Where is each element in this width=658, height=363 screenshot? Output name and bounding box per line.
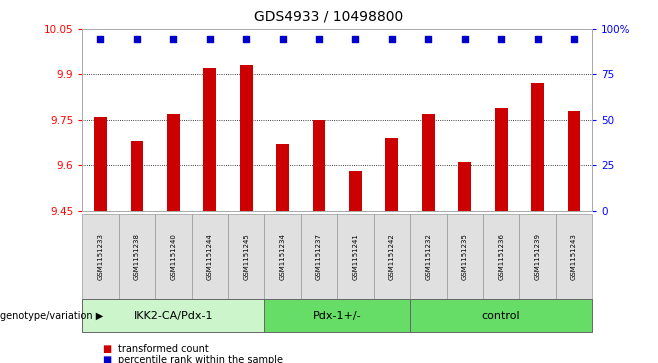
Text: control: control <box>482 311 520 321</box>
Text: ■: ■ <box>102 344 111 354</box>
Text: IKK2-CA/Pdx-1: IKK2-CA/Pdx-1 <box>134 311 213 321</box>
Point <box>496 36 507 42</box>
Point <box>277 36 288 42</box>
Point <box>132 36 142 42</box>
Point <box>387 36 397 42</box>
Point <box>569 36 579 42</box>
Bar <box>568 111 580 211</box>
Text: GSM1151239: GSM1151239 <box>534 233 541 280</box>
Text: GSM1151236: GSM1151236 <box>498 233 504 280</box>
Bar <box>422 114 435 211</box>
Point <box>423 36 434 42</box>
Point <box>205 36 215 42</box>
Point <box>241 36 251 42</box>
Text: GDS4933 / 10498800: GDS4933 / 10498800 <box>255 9 403 23</box>
Text: GSM1151244: GSM1151244 <box>207 233 213 280</box>
Bar <box>94 117 107 211</box>
Text: genotype/variation ▶: genotype/variation ▶ <box>0 311 103 321</box>
Point <box>95 36 106 42</box>
Bar <box>386 138 398 211</box>
Bar <box>240 65 253 211</box>
Bar <box>276 144 289 211</box>
Text: Pdx-1+/-: Pdx-1+/- <box>313 311 361 321</box>
Text: GSM1151238: GSM1151238 <box>134 233 140 280</box>
Text: GSM1151237: GSM1151237 <box>316 233 322 280</box>
Text: GSM1151232: GSM1151232 <box>425 233 431 280</box>
Text: GSM1151233: GSM1151233 <box>97 233 103 280</box>
Text: GSM1151234: GSM1151234 <box>280 233 286 280</box>
Text: transformed count: transformed count <box>118 344 209 354</box>
Point <box>168 36 178 42</box>
Point <box>350 36 361 42</box>
Point <box>459 36 470 42</box>
Bar <box>203 68 216 211</box>
Text: percentile rank within the sample: percentile rank within the sample <box>118 355 284 363</box>
Text: GSM1151242: GSM1151242 <box>389 233 395 280</box>
Point <box>314 36 324 42</box>
Bar <box>130 141 143 211</box>
Text: GSM1151235: GSM1151235 <box>462 233 468 280</box>
Bar <box>313 120 326 211</box>
Text: GSM1151243: GSM1151243 <box>571 233 577 280</box>
Bar <box>459 162 471 211</box>
Text: GSM1151245: GSM1151245 <box>243 233 249 280</box>
Bar <box>495 108 507 211</box>
Text: ■: ■ <box>102 355 111 363</box>
Text: GSM1151240: GSM1151240 <box>170 233 176 280</box>
Text: GSM1151241: GSM1151241 <box>353 233 359 280</box>
Bar <box>349 171 362 211</box>
Bar <box>531 83 544 211</box>
Point <box>532 36 543 42</box>
Bar <box>167 114 180 211</box>
